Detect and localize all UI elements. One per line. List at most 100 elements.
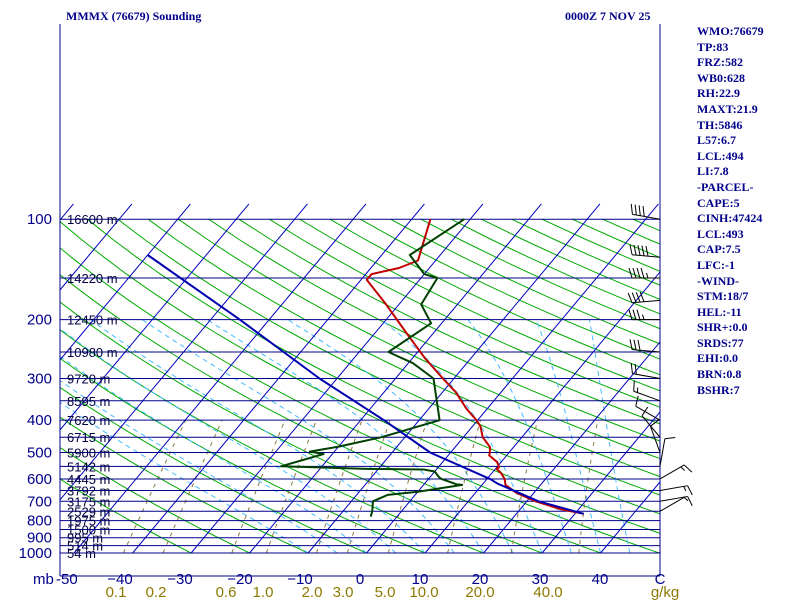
wind-barb-feather (633, 380, 635, 392)
dry-adiabat-line (784, 219, 800, 553)
wind-barb-staff (635, 405, 661, 421)
wind-barb-staff (659, 438, 666, 467)
height-label: 14220 m (67, 271, 118, 286)
index-item: SRDS:77 (697, 335, 744, 350)
moist-adiabat-line (206, 319, 485, 554)
mixing-ratio-label: 0.2 (146, 584, 167, 600)
wind-barb-feather (634, 363, 637, 375)
wind-barb-feather (636, 309, 641, 320)
dry-adiabat-line (663, 219, 800, 553)
index-item: LCL:494 (697, 148, 744, 163)
dry-adiabat-line (450, 218, 660, 315)
dry-adiabat-line (541, 218, 660, 272)
isotherm-line (60, 203, 191, 361)
wind-barb-feather (645, 245, 649, 257)
dewpoint-trace (280, 218, 465, 517)
wind-barb-staff (632, 213, 661, 220)
wind-barb-staff (633, 390, 661, 402)
wind-barb-feather (642, 205, 645, 217)
wind-barbs (627, 203, 693, 512)
wind-barb-feather (650, 419, 660, 427)
index-item: HEL:-11 (697, 304, 742, 319)
height-label: 9720 m (67, 371, 110, 386)
moist-adiabat-line (60, 328, 397, 554)
wind-barb-feather (630, 203, 633, 215)
index-item: TP:83 (697, 39, 729, 54)
wind-barb (659, 464, 693, 480)
wind-barb-feather (631, 292, 637, 303)
height-label: 10980 m (67, 345, 118, 360)
wind-barb (629, 339, 661, 353)
isotherm-line (658, 551, 660, 554)
pressure-unit-label: mb (33, 571, 54, 588)
wind-barb-half-feather (642, 314, 645, 320)
temperature-tick-label: 0 (356, 571, 364, 588)
wind-barb-feather (636, 267, 641, 279)
height-label: 7620 m (67, 413, 110, 428)
height-label: 2529 m (67, 504, 110, 519)
wind-barb-half-feather (646, 272, 649, 279)
pressure-label: 900 (27, 530, 52, 547)
height-label: 8595 m (67, 394, 110, 409)
pressure-label: 400 (27, 412, 52, 429)
wind-barb-feather (687, 496, 693, 506)
wind-barb-feather (664, 437, 676, 440)
wind-barb-staff (659, 495, 688, 502)
index-item: CAP:7.5 (697, 242, 741, 257)
wind-barb (630, 363, 661, 379)
dry-adiabat-line (238, 218, 660, 425)
wind-barb-staff (649, 426, 661, 453)
height-label: 6715 m (67, 430, 110, 445)
height-label: 3792 m (67, 484, 110, 499)
wind-barb-feather (638, 205, 641, 216)
mixing-ratio-label: 10.0 (409, 584, 438, 600)
dry-adiabat-line (632, 218, 660, 232)
temperature-tick-label: 10 (412, 571, 429, 588)
pressure-label: 1000 (19, 545, 52, 562)
height-label: 1975 m (67, 514, 110, 529)
pressure-label: 600 (27, 471, 52, 488)
temperature-tick-label: 30 (532, 571, 549, 588)
wind-barb (659, 495, 693, 506)
mixing-ratio-label: 0.1 (106, 584, 127, 600)
index-item: LFC:-1 (697, 257, 735, 272)
wind-barb-feather (630, 363, 633, 374)
pressure-label: 200 (27, 312, 52, 329)
isotherm-line (60, 203, 133, 291)
index-item: L57:6.7 (697, 133, 736, 148)
wind-barb-staff (632, 254, 661, 258)
wind-barb (628, 267, 660, 279)
dry-adiabat-line (420, 218, 660, 330)
temperature-tick-label: -50 (56, 571, 78, 588)
pressure-label: 300 (27, 370, 52, 387)
wind-barb-half-feather (683, 486, 687, 492)
wind-barb (635, 395, 661, 421)
dry-adiabat-line (694, 219, 800, 553)
index-item: -WIND- (697, 273, 739, 288)
height-label: 16600 m (67, 212, 118, 227)
wind-barb (633, 380, 661, 402)
index-item: BRN:0.8 (697, 367, 742, 382)
index-item: BSHR:7 (697, 382, 740, 397)
index-item: RH:22.9 (697, 86, 740, 101)
wind-barb-half-feather (683, 496, 689, 502)
temperature-trace (365, 218, 584, 515)
wind-barb-feather (628, 309, 633, 320)
wind-barb-staff (659, 496, 685, 512)
wind-barb (627, 291, 661, 304)
height-label: 514 m (67, 539, 103, 554)
index-item: MAXT:21.9 (697, 101, 758, 116)
dry-adiabat-line (481, 218, 660, 300)
parcel-trace (147, 254, 584, 515)
temperature-tick-label: C (655, 571, 666, 588)
moist-adiabat-line (60, 379, 338, 554)
dry-adiabat-line (724, 219, 800, 553)
wind-barb-feather (632, 267, 637, 279)
wind-barb-feather (628, 267, 633, 279)
wind-barb-feather (629, 244, 633, 255)
isotherm-line (541, 411, 660, 554)
height-label: 1500 m (67, 522, 110, 537)
pressure-label: 500 (27, 445, 52, 462)
temperature-tick-label: 40 (592, 571, 609, 588)
